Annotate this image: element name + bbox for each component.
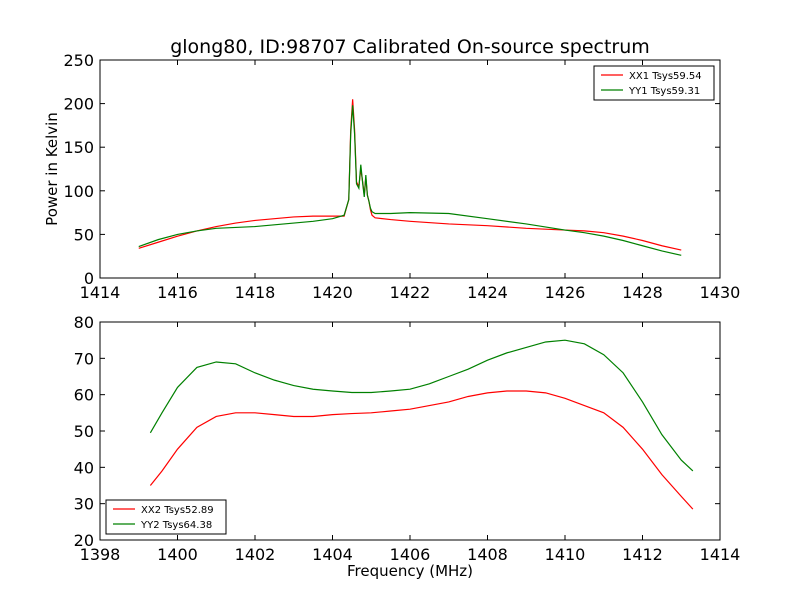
bottom-x-axis-label: Frequency (MHz) xyxy=(347,562,473,580)
top-y-axis-label: Power in Kelvin xyxy=(43,112,61,226)
top-y-tick-label: 250 xyxy=(63,51,94,70)
top-y-tick-label: 100 xyxy=(63,182,94,201)
bottom-legend: XX2 Tsys52.89 YY2 Tsys64.38 xyxy=(105,499,227,535)
bottom-y-tick-label: 60 xyxy=(74,386,94,405)
top-series-line-1 xyxy=(138,99,682,251)
top-y-tick-label: 200 xyxy=(63,95,94,114)
bottom-x-tick-label: 1410 xyxy=(545,545,586,564)
bottom-legend-label-2: YY2 Tsys64.38 xyxy=(140,520,212,531)
top-x-tick-label: 1418 xyxy=(235,283,276,302)
bottom-series-line-1 xyxy=(149,390,694,510)
bottom-x-tick-label: 1404 xyxy=(312,545,353,564)
top-x-tick-label: 1430 xyxy=(700,283,741,302)
top-series-line-2 xyxy=(138,105,682,256)
bottom-x-tick-label: 1402 xyxy=(235,545,276,564)
top-y-tick-label: 0 xyxy=(84,269,94,288)
top-x-tick-label: 1424 xyxy=(467,283,508,302)
top-plot-axes: 1414 1416 1418 1420 1422 1424 1426 1428 1430 0 50 1… xyxy=(43,51,740,302)
top-y-tick-label: 50 xyxy=(74,225,94,244)
bottom-y-tick-label: 80 xyxy=(74,313,94,332)
top-x-tick-label: 1414 xyxy=(80,283,121,302)
bottom-y-tick-label: 40 xyxy=(74,458,94,477)
bottom-x-tick-label: 1398 xyxy=(80,545,121,564)
bottom-x-tick-label: 1414 xyxy=(700,545,741,564)
bottom-x-tick-label: 1408 xyxy=(467,545,508,564)
bottom-x-tick-label: 1400 xyxy=(157,545,198,564)
bottom-legend-label-1: XX2 Tsys52.89 xyxy=(141,505,214,516)
bottom-x-tick-label: 1406 xyxy=(390,545,431,564)
bottom-y-tick-label: 70 xyxy=(74,349,94,368)
bottom-y-tick-label: 20 xyxy=(74,531,94,550)
bottom-x-tick-label: 1412 xyxy=(622,545,663,564)
bottom-series-line-2 xyxy=(149,339,694,472)
top-legend-box xyxy=(593,65,715,101)
bottom-y-tick-label: 30 xyxy=(74,495,94,514)
top-x-tick-label: 1426 xyxy=(545,283,586,302)
top-x-tick-label: 1422 xyxy=(390,283,431,302)
top-legend: XX1 Tsys59.54 YY1 Tsys59.31 xyxy=(593,65,715,101)
top-legend-label-2: YY1 Tsys59.31 xyxy=(628,86,700,97)
top-x-tick-label: 1416 xyxy=(157,283,198,302)
top-y-tick-label: 150 xyxy=(63,138,94,157)
chart-title: glong80, ID:98707 Calibrated On-source s… xyxy=(170,36,650,58)
bottom-plot-axes: 1398 1400 1402 1404 1406 1408 1410 1412 1414 20 30… xyxy=(74,313,741,564)
bottom-legend-box xyxy=(105,499,227,535)
top-x-tick-label: 1428 xyxy=(622,283,663,302)
top-x-tick-label: 1420 xyxy=(312,283,353,302)
bottom-y-tick-label: 50 xyxy=(74,422,94,441)
top-legend-label-1: XX1 Tsys59.54 xyxy=(629,71,702,82)
